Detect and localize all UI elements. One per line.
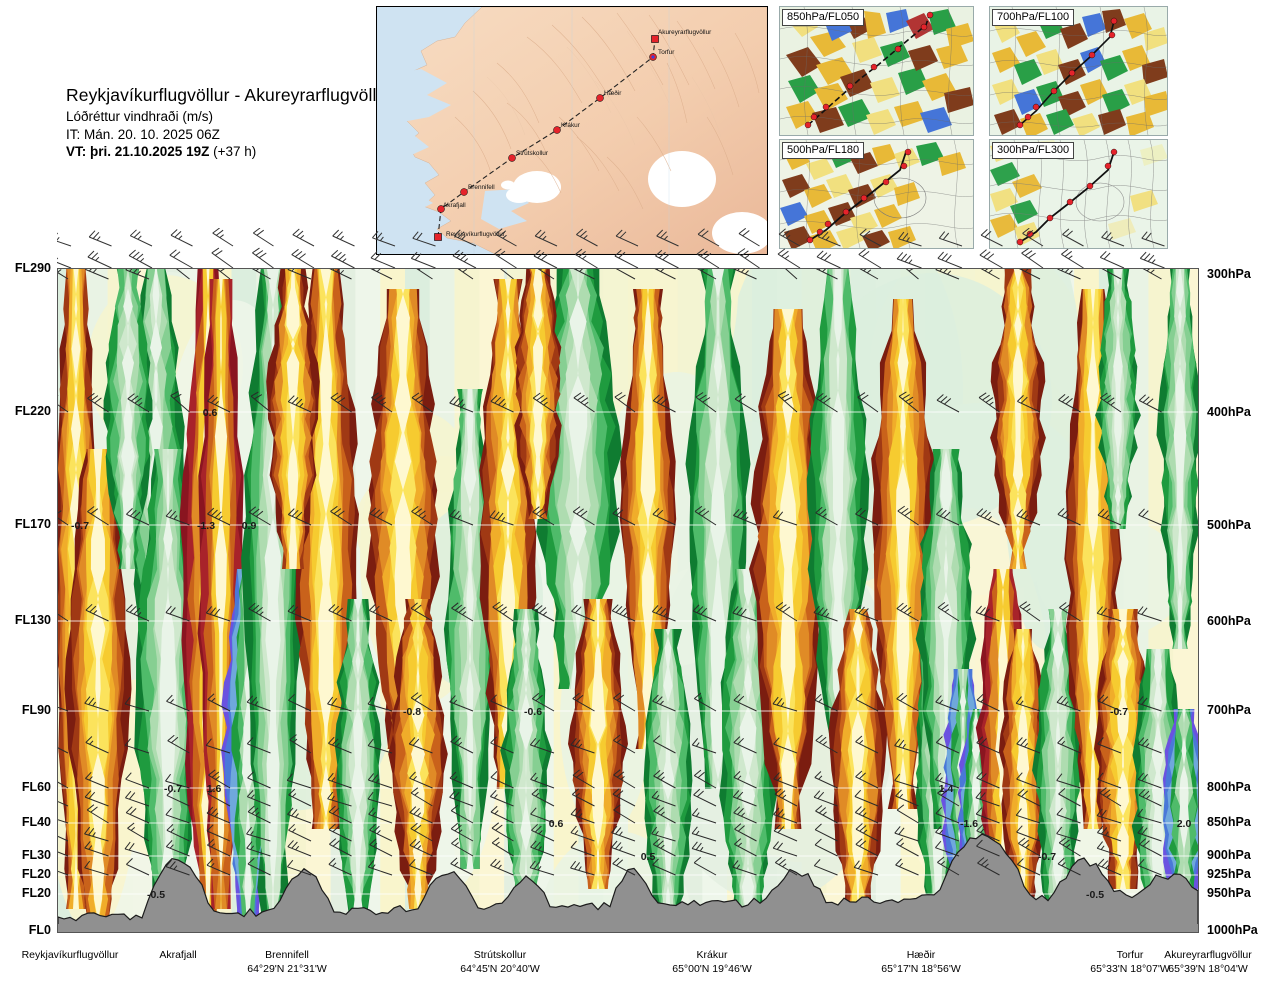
map-label-strutskollur: Strútskollur xyxy=(516,150,549,157)
cross-section-plot[interactable]: 0.6 -0.7 -1.3 0.9 -0.8 -0.6 -0.7 -0.7 1.6 1.4 0.6 -… xyxy=(57,268,1199,933)
station-axis: Reykjavíkurflugvöllur Akrafjall Brennifell… xyxy=(0,940,1280,981)
station-label: Krákur 65°00'N 19°46'W xyxy=(672,948,752,976)
panel-850hpa[interactable]: 850hPa/FL050 xyxy=(779,6,974,136)
fl-tick-3: FL130 xyxy=(14,613,51,627)
station-coords: 65°17'N 18°56'W xyxy=(881,963,961,976)
contour-label: -1.6 xyxy=(960,818,978,830)
contour-label: 0.6 xyxy=(549,818,564,830)
map-label-krakur: Krákur xyxy=(561,122,581,129)
station-label: Strútskollur 64°45'N 20°40'W xyxy=(460,948,540,976)
hpa-tick-7: 900hPa xyxy=(1207,848,1251,862)
contour-label: -0.7 xyxy=(71,520,89,532)
page-title: Reykjavíkurflugvöllur - Akureyrarflugvöl… xyxy=(66,85,393,105)
station-name: Brennifell xyxy=(265,949,309,961)
station-name: Krákur xyxy=(696,949,728,961)
contour-label: 0.9 xyxy=(242,520,257,532)
contour-label: -0.8 xyxy=(403,706,421,718)
contour-label: 0.6 xyxy=(203,407,218,419)
map-label-brennifell: Brennifell xyxy=(468,184,495,191)
flight-level-axis: FL290 FL220 FL170 FL130 FL90 FL60 FL40 FL30 FL20… xyxy=(0,0,51,981)
fl-tick-7: FL30 xyxy=(21,848,51,862)
station-name: Hæðir xyxy=(906,949,936,961)
contour-label: -0.7 xyxy=(1110,706,1128,718)
hpa-tick-10: 1000hPa xyxy=(1207,923,1258,937)
hpa-tick-6: 850hPa xyxy=(1207,815,1251,829)
init-time-label: IT: Mán. 20. 10. 2025 06Z xyxy=(66,126,220,142)
contour-label: 1.6 xyxy=(207,783,222,795)
station-name: Strútskollur xyxy=(473,949,527,961)
contour-label: -0.7 xyxy=(164,783,182,795)
contour-label: -0.5 xyxy=(1086,889,1104,901)
upper-wind-barb-row xyxy=(57,228,1197,270)
station-coords: 64°29'N 21°31'W xyxy=(247,963,327,976)
station-coords: 65°33'N 18°07'W xyxy=(1090,963,1170,976)
panel-700hpa-tag: 700hPa/FL100 xyxy=(992,9,1075,26)
fl-tick-0: FL290 xyxy=(14,261,51,275)
valid-time-lead: (+37 h) xyxy=(209,143,257,159)
station-coords: 65°00'N 19°46'W xyxy=(672,963,752,976)
hpa-tick-9: 950hPa xyxy=(1207,886,1251,900)
panel-700hpa[interactable]: 700hPa/FL100 xyxy=(989,6,1168,136)
contour-label: -0.6 xyxy=(524,706,542,718)
station-label: Torfur 65°33'N 18°07'W xyxy=(1090,948,1170,976)
station-label: Brennifell 64°29'N 21°31'W xyxy=(247,948,327,976)
contour-label: -0.5 xyxy=(147,889,165,901)
station-name: Torfur xyxy=(1116,949,1144,961)
contour-label: -1.3 xyxy=(197,520,215,532)
contour-label: 1.4 xyxy=(939,783,954,795)
station-label: Hæðir 65°17'N 18°56'W xyxy=(881,948,961,976)
panel-500hpa-tag: 500hPa/FL180 xyxy=(782,142,865,159)
map-label-haedir: Hæðir xyxy=(604,89,622,97)
map-label-akrafjall: Akrafjall xyxy=(443,202,466,209)
station-label: Reykjavíkurflugvöllur xyxy=(22,948,119,962)
panel-300hpa-tag: 300hPa/FL300 xyxy=(992,142,1075,159)
station-name: Reykjavíkurflugvöllur xyxy=(21,949,119,961)
hpa-tick-4: 700hPa xyxy=(1207,703,1251,717)
station-name: Akrafjall xyxy=(159,949,197,961)
fl-tick-2: FL170 xyxy=(14,517,51,531)
hpa-tick-0: 300hPa xyxy=(1207,267,1251,281)
pressure-axis: 300hPa 400hPa 500hPa 600hPa 700hPa 800hPa 850h… xyxy=(1207,0,1280,981)
contour-label: -0.7 xyxy=(1038,851,1056,863)
station-coords: 64°45'N 20°40'W xyxy=(460,963,540,976)
panel-300hpa[interactable]: 300hPa/FL300 xyxy=(989,139,1168,249)
panel-500hpa[interactable]: 500hPa/FL180 xyxy=(779,139,974,249)
valid-time-value: VT: þri. 21.10.2025 19Z xyxy=(66,143,210,159)
map-label-torfur: Torfur xyxy=(658,49,675,56)
station-label: Akureyrarflugvöllur 65°39'N 18°04'W xyxy=(1164,948,1252,976)
panel-850hpa-tag: 850hPa/FL050 xyxy=(782,9,865,26)
hpa-tick-8: 925hPa xyxy=(1207,867,1251,881)
contour-label: 2.0 xyxy=(1177,818,1192,830)
fl-tick-8: FL20 xyxy=(21,867,51,881)
valid-time-label: VT: þri. 21.10.2025 19Z (+37 h) xyxy=(66,143,392,160)
fl-tick-1: FL220 xyxy=(14,404,51,418)
fl-tick-6: FL40 xyxy=(21,815,51,829)
page-subtitle: Lóðréttur vindhraði (m/s) xyxy=(66,109,214,125)
hpa-tick-3: 600hPa xyxy=(1207,614,1251,628)
title-block: Reykjavíkurflugvöllur - Akureyrarflugvöl… xyxy=(66,84,392,160)
contour-label: 0.5 xyxy=(641,851,656,863)
route-overview-map[interactable]: Reykjavíkurflugvöllur Akrafjall Brennife… xyxy=(376,6,768,255)
fl-tick-10: FL0 xyxy=(28,923,51,937)
map-label-akureyri: Akureyrarflugvöllur xyxy=(658,29,712,36)
station-name: Akureyrarflugvöllur xyxy=(1164,949,1252,961)
fl-tick-9: FL20 xyxy=(21,886,51,900)
hpa-tick-2: 500hPa xyxy=(1207,518,1251,532)
station-coords: 65°39'N 18°04'W xyxy=(1168,963,1248,976)
hpa-tick-1: 400hPa xyxy=(1207,405,1251,419)
fl-tick-5: FL60 xyxy=(21,780,51,794)
map-label-reykjavik: Reykjavíkurflugvöllur xyxy=(446,231,506,238)
hpa-tick-5: 800hPa xyxy=(1207,780,1251,794)
station-label: Akrafjall xyxy=(159,948,196,962)
fl-tick-4: FL90 xyxy=(21,703,51,717)
